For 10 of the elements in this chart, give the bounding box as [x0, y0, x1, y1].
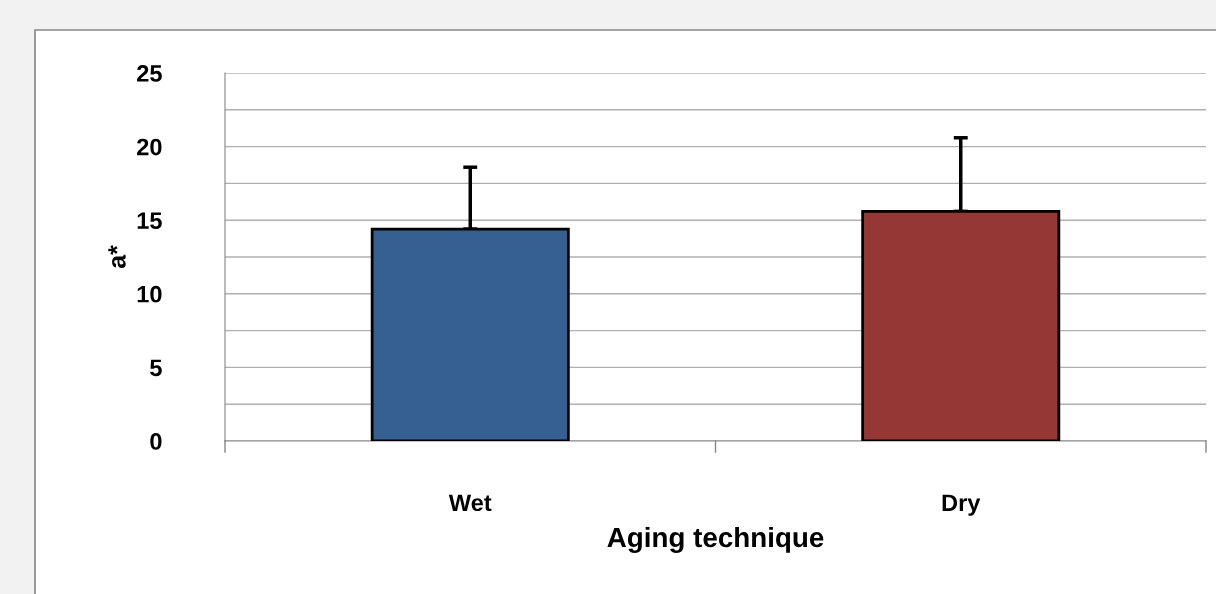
y-tick-label: 5: [150, 359, 162, 377]
x-tick-label: Wet: [448, 494, 492, 512]
y-tick-label: 10: [137, 285, 162, 303]
x-tick-label: Dry: [942, 494, 981, 516]
y-tick-label: 20: [137, 138, 162, 156]
y-tick-label: 15: [137, 212, 162, 229]
y-axis-title: a*: [108, 245, 126, 269]
y-tick-label: 0: [150, 433, 162, 450]
x-axis-title: Aging technique: [607, 526, 824, 553]
y-tick-label: 25: [137, 65, 162, 82]
